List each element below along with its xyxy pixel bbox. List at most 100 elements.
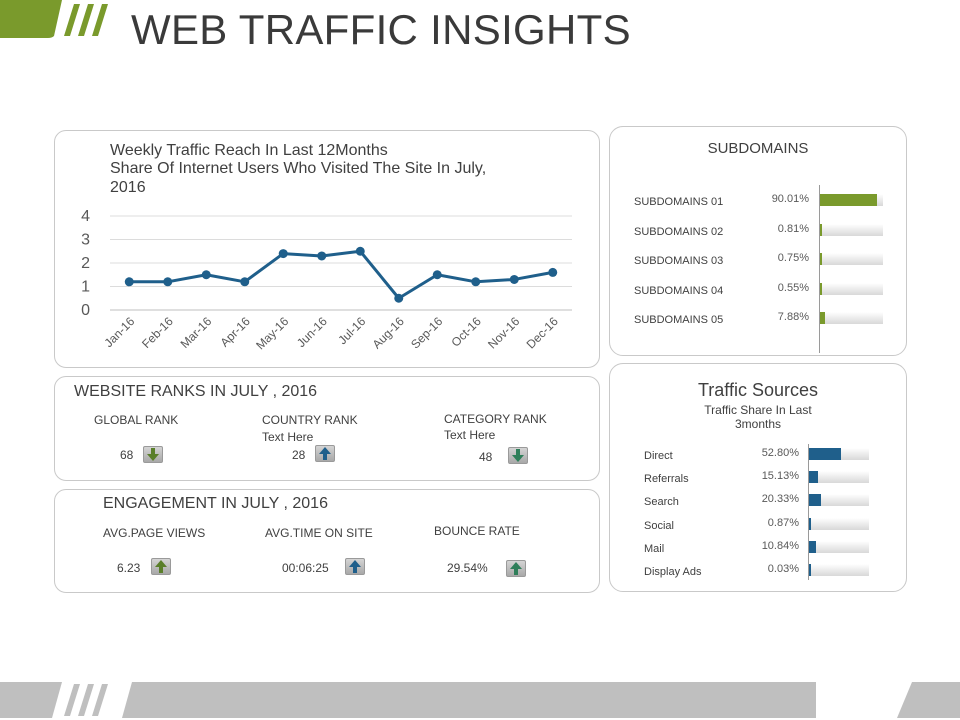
y-tick-label: 1	[81, 279, 90, 296]
page-title: WEB TRAFFIC INSIGHTS	[131, 6, 631, 53]
series-line	[129, 249, 554, 300]
chart-subtitle-line2: 2016	[110, 179, 146, 196]
category-rank-value: 48	[479, 450, 493, 464]
subdomain-label: SUBDOMAINS 04	[634, 284, 724, 297]
traffic-reach-card	[54, 130, 600, 368]
country-rank-up-arrow-icon	[315, 445, 335, 462]
footer-stripe-1	[64, 684, 80, 716]
subdomain-label: SUBDOMAINS 01	[634, 196, 724, 208]
avg-page-views-label: AVG.PAGE VIEWS	[103, 526, 206, 540]
subdomain-label: SUBDOMAINS 02	[634, 225, 724, 238]
traffic-source-bar-fill	[809, 517, 811, 530]
header-stripe-3	[92, 4, 108, 36]
traffic-source-label: Referrals	[644, 473, 689, 486]
chart-subtitle-line1: Share Of Internet Users Who Visited The …	[110, 160, 487, 177]
traffic-source-bar-track	[809, 540, 869, 553]
subdomain-bar-fill	[820, 282, 822, 295]
y-tick-label: 0	[81, 302, 90, 319]
bounce-rate-up-arrow-icon	[506, 560, 526, 577]
traffic-source-bar-track	[809, 448, 869, 460]
country-rank-sub: Text Here	[262, 430, 314, 444]
x-tick-label: Oct-16	[449, 314, 485, 350]
subdomain-label: SUBDOMAINS 05	[634, 314, 724, 326]
traffic-source-bar-fill	[809, 564, 811, 576]
category-rank-label: CATEGORY RANK	[444, 412, 547, 426]
traffic-source-label: Social	[644, 519, 674, 532]
traffic-source-bar-fill	[809, 448, 841, 460]
subdomain-value: 0.75%	[777, 252, 809, 264]
subdomain-bar-fill	[820, 223, 822, 236]
x-tick-label: Apr-16	[217, 314, 253, 350]
footer-decoration	[0, 682, 960, 718]
traffic-source-value: 20.33%	[761, 493, 799, 506]
traffic-source-bar-track	[809, 471, 869, 484]
engagement-heading: ENGAGEMENT IN JULY , 2016	[103, 495, 328, 512]
bounce-rate-value: 29.54%	[447, 561, 488, 575]
data-point	[471, 277, 481, 287]
y-tick-label: 2	[81, 255, 90, 272]
subdomain-bar-track	[820, 194, 883, 206]
traffic-source-label: Display Ads	[644, 566, 702, 578]
country-rank-value: 28	[292, 448, 306, 462]
subdomain-value: 0.81%	[777, 222, 809, 235]
global-rank-label: GLOBAL RANK	[94, 413, 179, 427]
x-tick-label: Jan-16	[102, 314, 138, 350]
traffic-sources-sub-line2: 3months	[734, 417, 782, 431]
traffic-source-bar-track	[809, 564, 869, 576]
traffic-source-bar-fill	[809, 494, 822, 507]
subdomain-bar-fill	[820, 253, 822, 265]
data-point	[317, 251, 327, 261]
data-point	[163, 277, 173, 287]
subdomain-bar-track	[820, 282, 883, 295]
header-stripe-2	[78, 4, 94, 36]
y-tick-label: 4	[81, 208, 90, 225]
traffic-source-label: Mail	[644, 542, 665, 555]
x-tick-label: Feb-16	[139, 314, 176, 351]
avg-page-views-up-arrow-icon	[151, 558, 171, 575]
subdomain-bar-track	[820, 312, 883, 324]
header-green-bar	[0, 0, 62, 38]
subdomain-bar-fill	[820, 312, 825, 324]
traffic-axis-line	[808, 444, 809, 580]
chart-title: Weekly Traffic Reach In Last 12Months	[110, 142, 388, 159]
header-decoration	[0, 0, 108, 38]
data-point	[432, 270, 442, 280]
footer-bar-center	[122, 682, 816, 718]
footer-stripe-3	[92, 684, 108, 716]
x-tick-label: Sep-16	[408, 314, 445, 351]
traffic-sources-heading: Traffic Sources	[697, 380, 819, 400]
traffic-source-bar-fill	[809, 471, 819, 484]
x-tick-label: Mar-16	[178, 314, 215, 351]
x-tick-label: Dec-16	[524, 314, 561, 351]
avg-time-on-site-label: AVG.TIME ON SITE	[265, 526, 373, 540]
subdomain-value: 0.55%	[777, 281, 809, 294]
data-point	[394, 293, 404, 303]
traffic-sources-sub-line1: Traffic Share In Last	[704, 403, 812, 417]
x-tick-label: Nov-16	[485, 314, 522, 351]
country-rank-label: COUNTRY RANK	[262, 413, 358, 427]
header-stripe-1	[64, 4, 80, 36]
data-point	[548, 267, 558, 277]
footer-bar-left	[0, 682, 62, 718]
traffic-source-bar-fill	[809, 540, 816, 553]
subdomains-axis-line	[819, 185, 820, 353]
subdomain-value: 7.88%	[777, 311, 809, 323]
x-tick-label: May-16	[253, 314, 291, 352]
data-point	[240, 277, 250, 287]
subdomain-value: 90.01%	[771, 193, 809, 205]
data-point	[355, 246, 365, 256]
data-point	[201, 270, 211, 280]
x-tick-label: Jul-16	[335, 314, 368, 347]
global-rank-value: 68	[120, 448, 134, 462]
subdomain-label: SUBDOMAINS 03	[634, 255, 724, 267]
subdomain-bar-track	[820, 253, 883, 265]
data-point	[278, 249, 288, 259]
x-tick-label: Aug-16	[370, 314, 407, 351]
y-tick-label: 3	[81, 232, 90, 249]
category-rank-sub: Text Here	[444, 428, 496, 442]
data-point	[509, 274, 519, 284]
traffic-source-label: Search	[644, 496, 679, 509]
traffic-source-bar-track	[809, 494, 869, 507]
global-rank-down-arrow-icon	[143, 446, 163, 463]
bounce-rate-label: BOUNCE RATE	[434, 524, 520, 538]
